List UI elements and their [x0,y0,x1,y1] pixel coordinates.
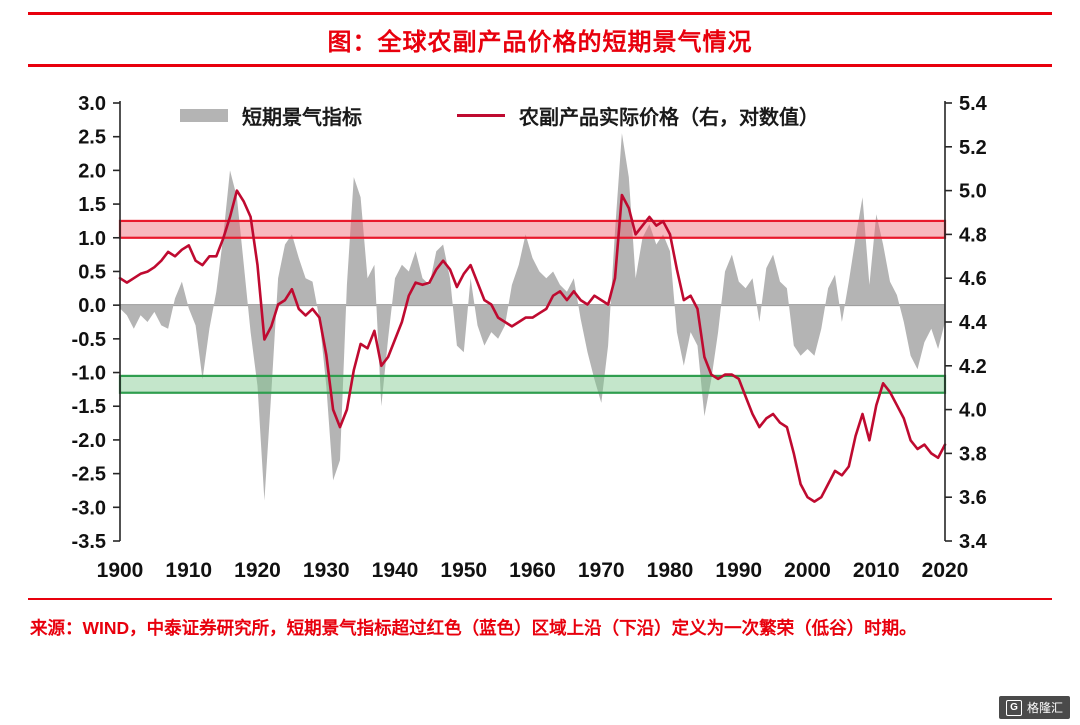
x-axis-label: 1930 [303,559,350,582]
legend: 短期景气指标 农副产品实际价格（右，对数值） [180,101,819,130]
left-axis-label: -1.5 [72,396,106,418]
price-line [118,189,947,503]
right-axis-label: 3.4 [959,531,988,553]
left-axis-label: -0.5 [72,329,106,351]
right-axis-label: 5.0 [959,181,987,203]
left-axis-label: 1.5 [78,194,106,216]
x-axis-label: 2000 [784,559,831,582]
left-axis-label: 1.0 [78,228,106,250]
x-axis-label: 1950 [440,559,487,582]
page-title: 图：全球农副产品价格的短期景气情况 [327,29,753,56]
right-axis-label: 5.2 [959,137,987,159]
trough-band [118,374,947,394]
right-axis-label: 3.8 [959,443,987,465]
right-axis-label: 4.8 [959,224,987,246]
chart-header: 图：全球农副产品价格的短期景气情况 [28,12,1052,67]
left-axis-label: -2.0 [72,430,106,452]
x-axis-label: 2010 [853,559,900,582]
legend-label-indicator: 短期景气指标 [242,107,362,129]
footer-divider [28,598,1052,600]
boom-band [118,219,947,239]
right-axis-label: 5.4 [959,93,988,115]
x-axis-label: 2020 [922,559,969,582]
right-axis-label: 4.0 [959,400,987,422]
gelonghui-logo: G 格隆汇 [998,696,1070,719]
x-axis-label: 1980 [647,559,694,582]
left-axis-label: -3.5 [72,531,106,553]
left-axis-label: 3.0 [78,93,106,115]
price-swatch [457,114,505,117]
chart-area: 3.0 2.5 2.0 1.5 1.0 0.5 0.0 -0.5 -1.0 -1.5 -2.0 -2.… [0,73,1080,590]
right-axis-label: 4.6 [959,268,987,290]
legend-label-price: 农副产品实际价格（右，对数值） [519,107,819,129]
left-axis-label: 2.0 [78,160,106,182]
left-axis-label: 0.5 [78,261,106,283]
source-note: 来源：WIND，中泰证券研究所，短期景气指标超过红色（蓝色）区域上沿（下沿）定义… [30,618,917,638]
left-axis-label: 2.5 [78,127,106,149]
x-axis-label: 1900 [97,559,144,582]
right-axis-label: 4.4 [959,312,988,334]
x-axis-label: 1970 [578,559,625,582]
right-axis-label: 3.6 [959,487,987,509]
climate-chart: 3.0 2.5 2.0 1.5 1.0 0.5 0.0 -0.5 -1.0 -1.5 -2.0 -2.… [72,93,988,582]
x-axis-label: 1910 [165,559,212,582]
legend-item-indicator: 短期景气指标 [180,101,362,130]
x-axis-label: 1940 [372,559,419,582]
left-axis-label: -3.0 [72,497,106,519]
gelonghui-logo-icon: G [1005,699,1022,716]
x-axis-label: 1960 [509,559,556,582]
left-axis-label: -1.0 [72,363,106,385]
x-axis-label: 1990 [715,559,762,582]
right-axis-label: 4.2 [959,356,987,378]
legend-item-price: 农副产品实际价格（右，对数值） [457,101,819,130]
x-axis-label: 1920 [234,559,281,582]
left-axis-label: -2.5 [72,464,106,486]
gelonghui-logo-text: 格隆汇 [1026,701,1063,715]
left-axis-label: 0.0 [78,295,106,317]
indicator-swatch [180,109,228,122]
